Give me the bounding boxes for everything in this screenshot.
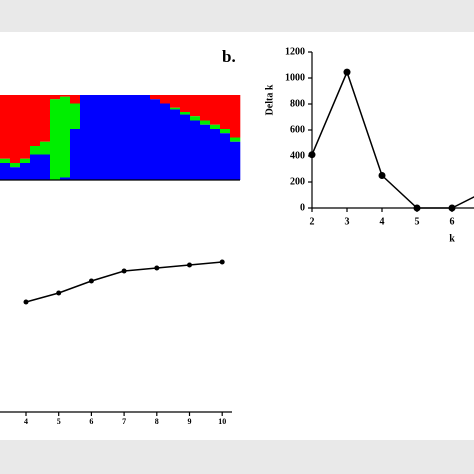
bar-segment <box>10 167 21 180</box>
bar-segment <box>190 116 201 121</box>
data-point <box>448 204 456 212</box>
y-axis-label: Delta k <box>264 84 275 115</box>
bar-segment <box>20 158 31 163</box>
x-tick-label: 9 <box>188 417 192 426</box>
bar-segment <box>0 163 11 180</box>
bar-segment <box>30 146 41 155</box>
bar-segment <box>220 129 231 134</box>
y-tick-label: 600 <box>290 124 305 135</box>
bar-segment <box>210 124 221 129</box>
data-point <box>56 290 62 296</box>
bar-segment <box>60 95 71 97</box>
bar-segment <box>40 154 51 180</box>
x-tick-label: 4 <box>24 417 28 426</box>
data-line <box>311 70 474 209</box>
x-tick-label: 6 <box>89 417 93 426</box>
y-tick-label: 1200 <box>285 46 305 57</box>
bar-segment <box>60 96 71 178</box>
y-tick-label: 1000 <box>285 72 305 83</box>
bar-segment <box>200 95 211 121</box>
data-point <box>219 259 225 265</box>
data-point <box>154 265 160 271</box>
bar-segment <box>200 124 211 180</box>
bar-segment <box>150 99 161 180</box>
x-tick-label: 7 <box>122 417 126 426</box>
data-point <box>187 262 192 268</box>
y-tick-label: 0 <box>300 202 305 213</box>
bar-segment <box>10 163 21 168</box>
bar-segment <box>170 109 181 180</box>
bar-segment <box>140 95 151 180</box>
bar-segment <box>180 95 191 112</box>
bar-segment <box>220 133 231 180</box>
bar-segment <box>0 95 11 159</box>
bar-segment <box>0 158 11 163</box>
x-axis-label: k <box>449 233 455 244</box>
bar-segment <box>220 95 231 129</box>
y-tick-label: 800 <box>290 98 305 109</box>
bar-segment <box>30 95 41 146</box>
data-point <box>378 172 386 179</box>
bar-segment <box>230 137 241 142</box>
bar-segment <box>20 163 31 180</box>
x-tick-label: 10 <box>218 417 226 426</box>
bar-segment <box>200 120 211 125</box>
bar-segment <box>160 95 171 104</box>
bar-segment <box>50 95 61 100</box>
x-tick-label: 5 <box>415 216 420 227</box>
x-tick-label: 3 <box>345 216 350 227</box>
bar-segment <box>230 95 241 138</box>
panel-label: b. <box>222 47 236 66</box>
y-tick-label: 200 <box>290 176 305 187</box>
bar-segment <box>90 95 101 180</box>
bar-segment <box>210 95 221 125</box>
bar-segment <box>150 95 161 100</box>
bar-segment <box>70 95 81 104</box>
bar-segment <box>40 95 51 142</box>
bar-segment <box>230 141 241 180</box>
bar-segment <box>30 154 41 180</box>
bar-segment <box>190 95 201 117</box>
bar-segment <box>70 129 81 180</box>
data-point <box>343 68 351 76</box>
panel <box>0 32 474 440</box>
x-tick-label: 4 <box>380 216 385 227</box>
data-point <box>121 268 127 274</box>
bar-segment <box>110 95 121 180</box>
data-point <box>23 299 29 305</box>
bar-segment <box>10 95 21 163</box>
bar-segment <box>210 129 221 180</box>
x-tick-label: 8 <box>155 417 159 426</box>
data-point <box>308 151 316 159</box>
bar-segment <box>180 114 191 180</box>
bar-segment <box>120 95 131 180</box>
x-tick-label: 6 <box>450 216 455 227</box>
x-tick-label: 5 <box>57 417 61 426</box>
x-tick-label: 2 <box>310 216 315 227</box>
bar-segment <box>160 103 171 180</box>
bar-segment <box>130 95 141 180</box>
bar-segment <box>170 95 181 108</box>
bar-segment <box>60 177 71 180</box>
bar-segment <box>20 95 31 159</box>
bar-segment <box>70 103 81 129</box>
y-tick-label: 400 <box>290 150 305 161</box>
bar-segment <box>180 112 191 115</box>
bar-segment <box>80 95 91 180</box>
data-point <box>413 204 421 212</box>
bar-segment <box>100 95 111 180</box>
bar-segment <box>170 107 181 110</box>
data-point <box>88 278 94 284</box>
bar-segment <box>190 120 201 180</box>
bar-segment <box>50 99 61 180</box>
bar-segment <box>40 141 51 155</box>
